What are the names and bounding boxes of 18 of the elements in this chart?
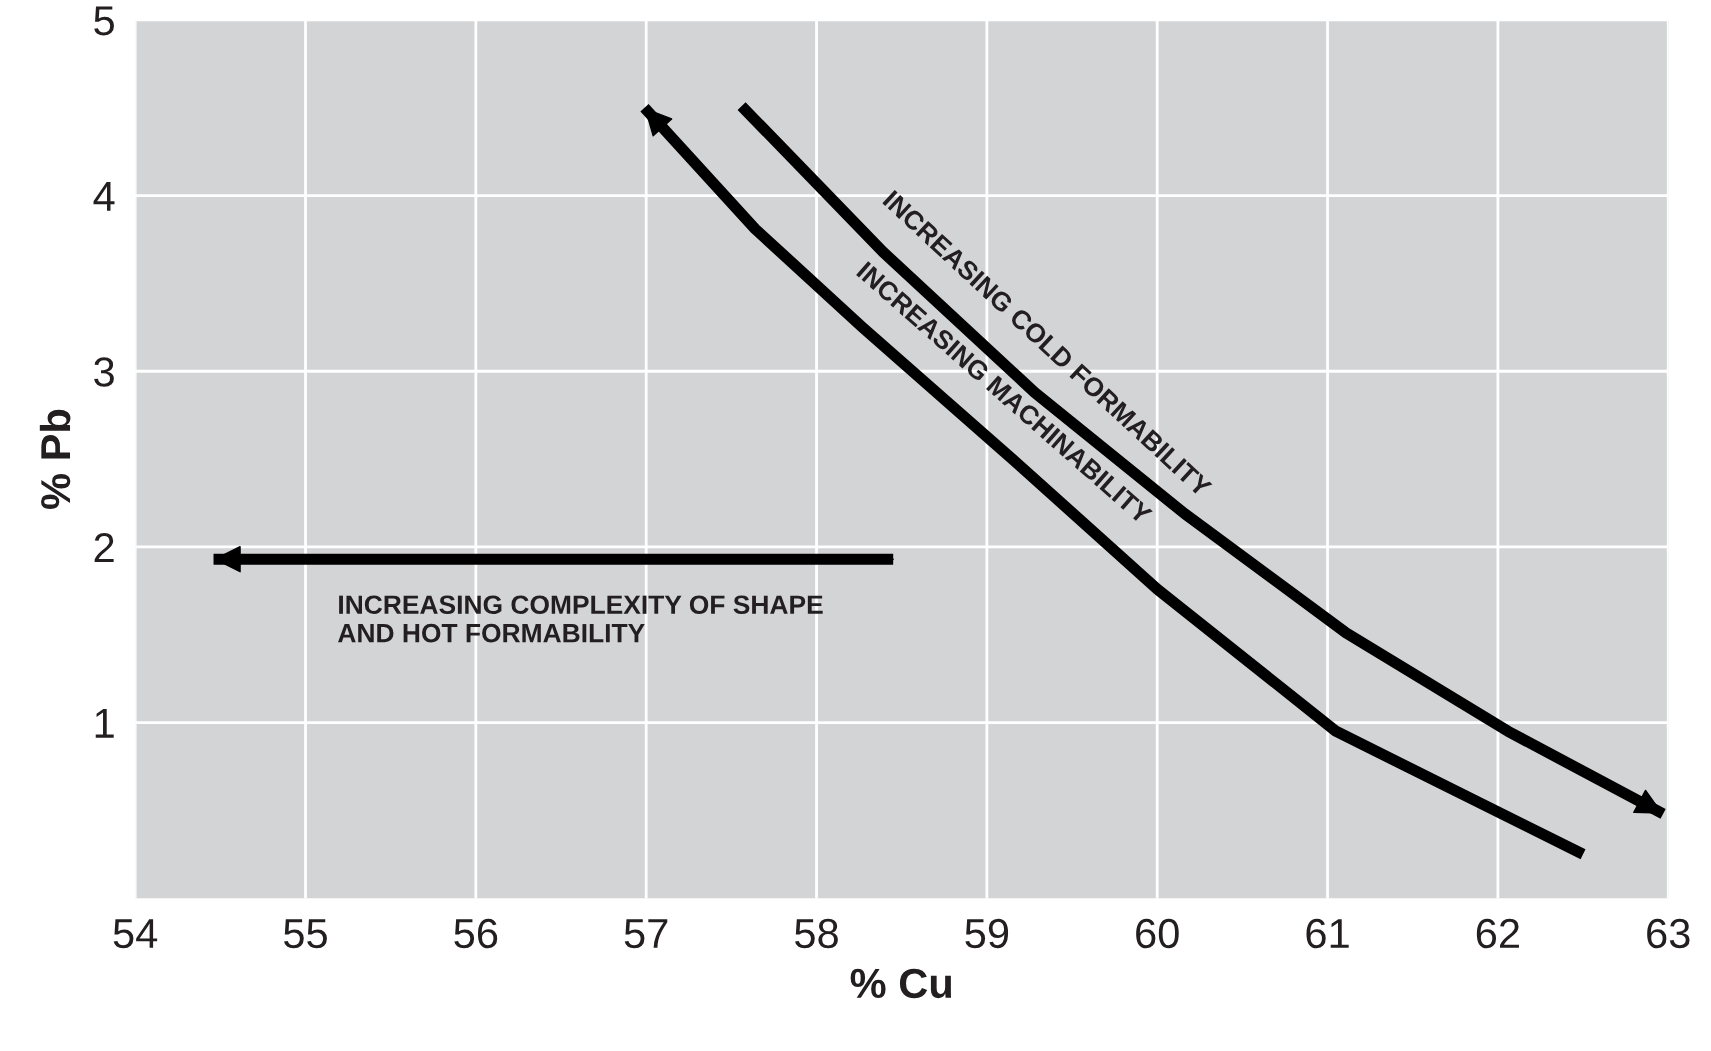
y-tick-label: 2	[94, 532, 114, 562]
x-axis-title: % Cu	[850, 968, 952, 999]
x-tick-label: 57	[624, 919, 668, 949]
y-axis-title: % Pb	[39, 409, 71, 509]
x-tick-label: 58	[795, 918, 838, 949]
x-tick-label: 55	[284, 919, 327, 949]
x-tick-label: 61	[1306, 918, 1349, 949]
annotation: INCREASING COMPLEXITY OF SHAPE AND HOT FORMABILITY	[338, 595, 823, 643]
y-tick-label: 5	[94, 6, 114, 36]
x-tick-label: 54	[113, 919, 158, 949]
x-tick-label: 60	[1136, 918, 1179, 949]
x-tick-label: 63	[1647, 918, 1690, 949]
x-tick-label: 62	[1476, 918, 1519, 949]
x-tick-label: 59	[965, 918, 1009, 949]
y-tick-label: 4	[93, 182, 115, 211]
y-tick-label: 3	[94, 357, 114, 387]
y-tick-label: 1	[95, 708, 114, 738]
x-tick-label: 56	[454, 918, 498, 949]
